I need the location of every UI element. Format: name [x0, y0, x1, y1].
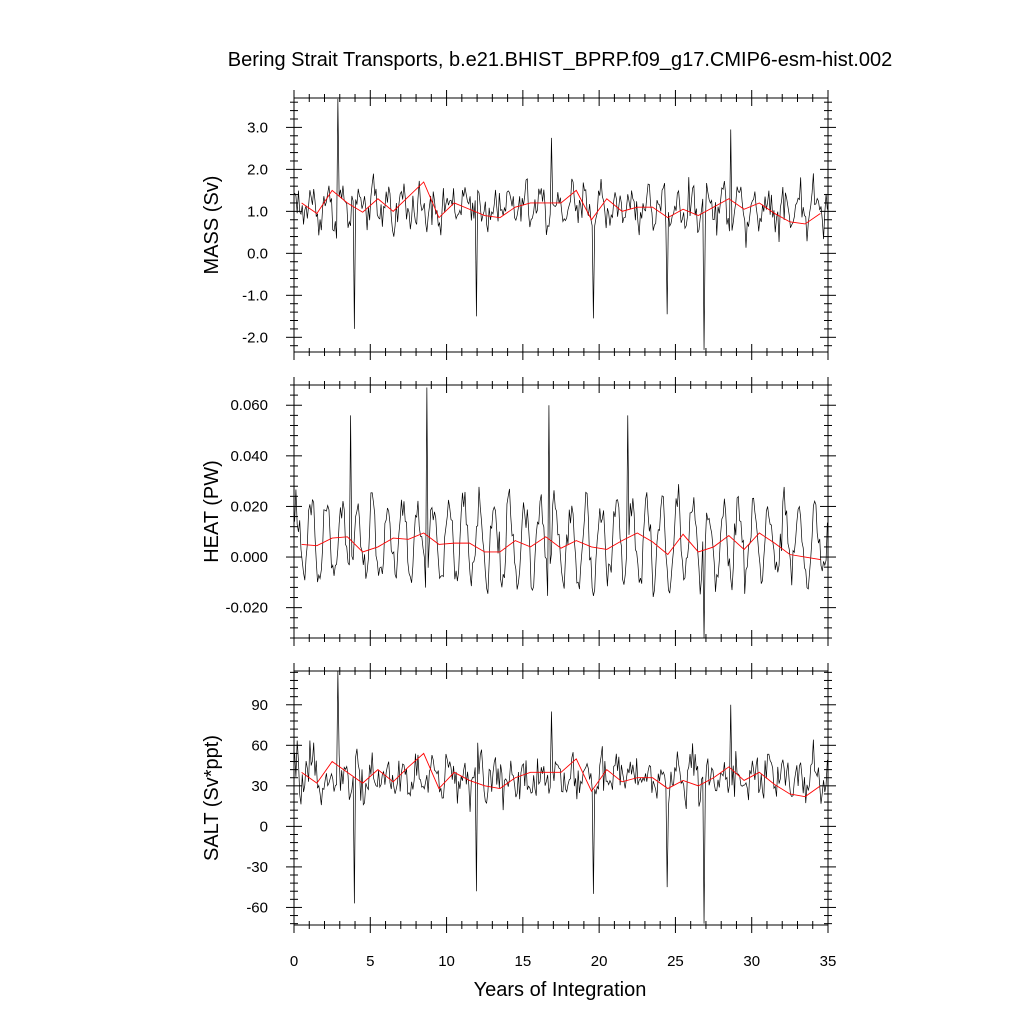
- mass-y-tick-label: 3.0: [247, 119, 268, 136]
- salt-y-axis-title: SALT (Sv*ppt): [201, 735, 223, 861]
- x-tick-label: 10: [438, 953, 455, 970]
- heat-y-tick-label: 0.060: [230, 397, 268, 414]
- x-tick-label: 0: [290, 953, 298, 970]
- salt-panel-frame: [293, 670, 829, 926]
- x-tick-label: 15: [515, 953, 532, 970]
- heat-monthly-series-line: [294, 387, 828, 639]
- mass-y-tick-label: 1.0: [247, 203, 268, 220]
- salt-y-tick-label: -60: [246, 899, 268, 916]
- salt-y-tick-label: 90: [251, 697, 268, 714]
- x-axis-title: Years of Integration: [474, 979, 647, 1001]
- heat-annual-mean-line: [301, 532, 821, 561]
- salt-annual-mean-line: [301, 752, 821, 798]
- heat-y-tick-label: 0.020: [230, 498, 268, 515]
- mass-y-tick-label: 0.0: [247, 245, 268, 262]
- heat-y-tick-label: 0.040: [230, 448, 268, 465]
- x-tick-label: 30: [743, 953, 760, 970]
- mass-annual-mean-line: [301, 181, 821, 225]
- x-tick-label: 35: [820, 953, 837, 970]
- heat-y-axis-title: HEAT (PW): [201, 460, 223, 563]
- salt-y-tick-label: 30: [251, 778, 268, 795]
- mass-y-axis-title: MASS (Sv): [201, 176, 223, 275]
- heat-panel-frame: [293, 384, 829, 639]
- heat-y-tick-label: -0.020: [225, 600, 268, 617]
- mass-y-tick-label: 2.0: [247, 161, 268, 178]
- salt-y-tick-label: -30: [246, 859, 268, 876]
- salt-y-tick-label: 0: [260, 818, 268, 835]
- heat-y-tick-label: 0.000: [230, 549, 268, 566]
- salt-monthly-series-line: [294, 670, 828, 924]
- x-tick-label: 5: [366, 953, 374, 970]
- mass-panel-frame: [293, 97, 829, 353]
- salt-y-tick-label: 60: [251, 737, 268, 754]
- mass-y-tick-label: -1.0: [242, 287, 268, 304]
- x-tick-label: 20: [591, 953, 608, 970]
- x-tick-label: 25: [667, 953, 684, 970]
- mass-monthly-series-line: [294, 98, 828, 350]
- mass-y-tick-label: -2.0: [242, 329, 268, 346]
- chart-title: Bering Strait Transports, b.e21.BHIST_BP…: [228, 49, 892, 71]
